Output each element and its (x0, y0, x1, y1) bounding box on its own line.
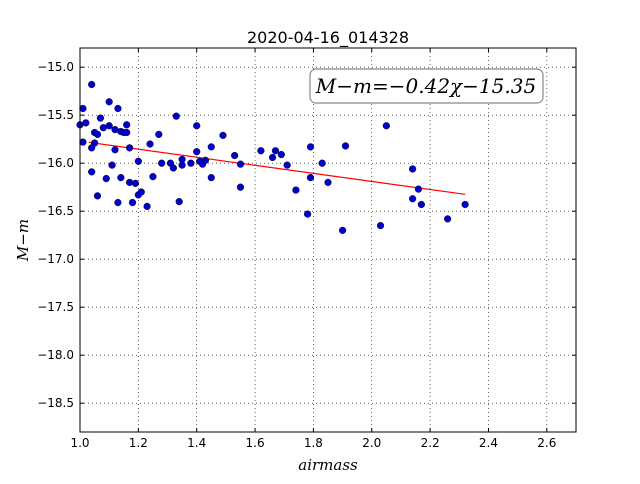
data-point (158, 159, 166, 167)
annotation-text: M−m=−0.42χ−15.35 (315, 74, 536, 98)
data-point (382, 122, 390, 130)
data-point (96, 114, 105, 122)
data-points (76, 80, 469, 235)
data-point (143, 202, 151, 211)
data-point (341, 142, 350, 150)
x-tick-label: 2.0 (362, 436, 381, 450)
data-point (111, 146, 119, 154)
data-point (283, 161, 291, 169)
data-point (88, 80, 96, 89)
data-point (231, 151, 239, 160)
data-point (219, 131, 227, 139)
x-tick-label: 2.4 (479, 436, 498, 450)
data-point (236, 160, 245, 168)
data-point (376, 222, 385, 230)
data-point (236, 183, 245, 191)
data-point (155, 130, 163, 139)
x-tick-label: 1.2 (129, 436, 148, 450)
data-point (108, 161, 116, 169)
data-point (102, 174, 110, 183)
annotation-box (309, 68, 544, 104)
y-tick-label: −18.0 (37, 348, 74, 362)
x-tick-label: 1.0 (70, 436, 89, 450)
data-point (146, 140, 154, 148)
y-tick-label: −18.5 (37, 396, 74, 410)
data-point (82, 119, 90, 127)
data-point (117, 174, 125, 182)
data-point (123, 128, 131, 137)
data-point (257, 147, 265, 155)
data-point (306, 174, 315, 182)
fit-line-group (88, 141, 466, 195)
x-tick-label: 1.6 (246, 436, 265, 450)
data-point (175, 198, 183, 206)
y-tick-label: −16.0 (37, 156, 74, 170)
data-point (409, 165, 417, 173)
data-point (123, 121, 131, 129)
data-point (324, 178, 332, 187)
data-point (201, 156, 210, 164)
data-point (444, 215, 452, 223)
data-point (88, 144, 96, 152)
data-point (193, 122, 201, 130)
data-point (306, 143, 315, 151)
data-point (318, 159, 326, 167)
grid (80, 48, 576, 432)
y-tick-label: −17.5 (37, 300, 74, 314)
x-tick-label: 2.6 (537, 436, 556, 450)
data-point (134, 157, 142, 165)
x-tick-label: 2.2 (421, 436, 440, 450)
x-tick-label: 1.4 (187, 436, 206, 450)
data-point (178, 161, 186, 169)
data-point (114, 104, 122, 113)
y-tick-label: −15.5 (37, 108, 74, 122)
data-point (338, 226, 347, 235)
data-point (271, 147, 280, 155)
data-point (105, 122, 113, 130)
chart-title: 2020-04-16_014328 (247, 28, 409, 48)
data-point (88, 168, 96, 176)
y-tick-label: −16.5 (37, 204, 74, 218)
fit-annotation: M−m=−0.42χ−15.35 (309, 68, 544, 104)
data-point (414, 185, 423, 193)
data-point (137, 188, 145, 196)
x-axis-label: airmass (298, 456, 358, 474)
data-point (417, 200, 425, 209)
data-point (114, 198, 122, 207)
data-point (461, 200, 469, 209)
axis-ticks: 1.0 1.2 1.4 1.6 1.8 2.0 2.2 2.4 2.6 −15.0 −15.5 −16… (37, 48, 576, 450)
data-point (79, 138, 87, 146)
data-point (128, 198, 137, 207)
data-point (169, 164, 177, 172)
y-tick-label: −17.0 (37, 252, 74, 266)
data-point (292, 186, 300, 194)
data-point (172, 112, 180, 120)
data-point (207, 143, 215, 151)
y-axis-label: M−m (14, 219, 32, 262)
data-point (193, 148, 201, 156)
x-tick-label: 1.8 (304, 436, 323, 450)
y-tick-label: −15.0 (37, 60, 74, 74)
data-point (131, 179, 140, 187)
data-point (268, 153, 277, 162)
data-point (277, 150, 285, 159)
fit-line (88, 141, 466, 195)
data-point (409, 195, 417, 203)
data-point (93, 192, 102, 200)
data-point (303, 210, 312, 218)
data-point (126, 144, 134, 152)
data-point (105, 98, 113, 106)
data-point (93, 130, 102, 139)
data-point (207, 174, 215, 182)
data-point (79, 104, 87, 113)
data-point (149, 173, 157, 181)
plot-frame (79, 47, 577, 433)
data-point (187, 159, 195, 167)
